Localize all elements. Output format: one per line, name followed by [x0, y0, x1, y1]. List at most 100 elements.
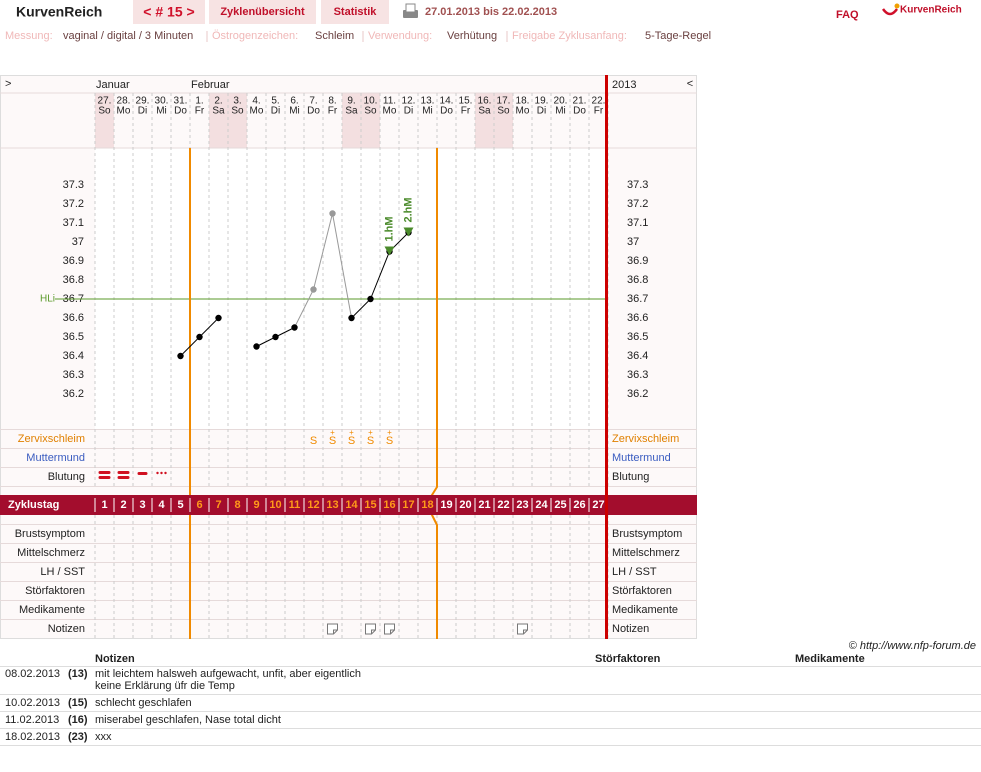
y-tick-label: 36.7 [627, 293, 648, 305]
row-label: Brustsymptom [15, 528, 85, 540]
cycle-day: 6 [196, 499, 202, 511]
brand-icon [881, 3, 900, 16]
date-label: 18. [516, 96, 530, 107]
y-tick-label: 36.6 [63, 312, 84, 324]
weekday-label: So [98, 106, 111, 117]
date-label: 20. [554, 96, 568, 107]
temperature-point [215, 314, 222, 322]
setting-label: Östrogenzeichen: [212, 30, 298, 42]
note-icon[interactable] [365, 623, 376, 635]
row-label: Notizen [612, 623, 649, 635]
y-tick-label: 37.3 [627, 179, 648, 191]
weekend-shade [361, 93, 380, 148]
weekday-label: Di [138, 106, 147, 117]
setting-label: Messung: [5, 30, 53, 42]
note-text: keine Erklärung üfr die Temp [95, 680, 235, 692]
y-tick-label: 36.9 [627, 255, 648, 267]
row-label: Mittelschmerz [17, 547, 85, 559]
cycle-day: 13 [326, 499, 338, 511]
tab [209, 0, 316, 24]
note-date: 10.02.2013 [5, 697, 60, 709]
temperature-segment [199, 317, 219, 338]
note-icon[interactable] [327, 623, 338, 635]
setting-value: 5-Tage-Regel [645, 30, 711, 42]
mucus-sign: S [310, 435, 317, 447]
temperature-segment [275, 327, 295, 338]
date-label: 2. [214, 96, 222, 107]
weekday-label: Mo [516, 106, 530, 117]
cycle-day: 26 [573, 499, 585, 511]
row-label: Zyklustag [8, 499, 59, 511]
temperature-point [196, 333, 203, 341]
row-label: Notizen [48, 623, 85, 635]
note-text: miserabel geschlafen, Nase total dicht [95, 714, 281, 726]
date-label: 31. [174, 96, 188, 107]
weekend-shade [95, 93, 114, 148]
printer-icon[interactable] [403, 3, 418, 18]
bleeding-stroke [98, 476, 111, 479]
y-tick-label: 37.1 [627, 217, 648, 229]
weekend-shade [342, 93, 361, 148]
y-tick-label: 37.2 [627, 198, 648, 210]
y-tick-label: 36.4 [63, 350, 84, 362]
note-cycle: (16) [68, 714, 88, 726]
note-icon[interactable] [517, 623, 528, 635]
annotation-label: 2.hM [402, 197, 414, 222]
weekday-label: Mi [555, 106, 566, 117]
cycle-day: 12 [307, 499, 319, 511]
row-label: Medikamente [19, 604, 85, 616]
weekday-label: Do [440, 106, 453, 117]
date-label: 13. [421, 96, 435, 107]
cycle-day: 24 [535, 499, 548, 511]
plot-bg [95, 148, 608, 430]
period: 27.01.2013 bis 22.02.2013 [425, 6, 557, 18]
faq[interactable]: FAQ [836, 9, 859, 21]
cycle-day: 7 [215, 499, 221, 511]
date-label: 4. [252, 96, 260, 107]
row-label: Muttermund [612, 452, 671, 464]
row-label: Zervixschleim [18, 433, 85, 445]
row-label: Muttermund [26, 452, 85, 464]
cycle-day: 11 [289, 499, 301, 511]
date-label: 17. [497, 96, 511, 107]
weekday-label: So [364, 106, 377, 117]
y-tick-label: 37.1 [63, 217, 84, 229]
brand: KurvenReich [900, 5, 962, 16]
bleeding-mark [117, 471, 130, 479]
temperature-point [367, 295, 374, 303]
nav-right[interactable]: < [687, 78, 693, 90]
temperature-point [272, 333, 279, 341]
row-label: Störfaktoren [25, 585, 85, 597]
weekday-label: Fr [461, 106, 471, 117]
setting-label: Verwendung: [368, 30, 432, 42]
date-label: 29. [136, 96, 150, 107]
brand-icon-shape [881, 8, 899, 16]
tab-label[interactable]: Statistik [334, 6, 378, 18]
bleeding-dot [156, 471, 159, 475]
mucus-sign: S+ [329, 428, 336, 447]
logo[interactable]: KurvenReich [16, 4, 102, 20]
brand-icon-dot [894, 3, 900, 9]
weekday-label: Mo [117, 106, 131, 117]
nav-left[interactable]: > [5, 78, 11, 90]
row-label: Mittelschmerz [612, 547, 680, 559]
weekend-shade [228, 93, 247, 148]
weekday-label: Di [537, 106, 546, 117]
temperature-point [329, 210, 336, 217]
row-label: Medikamente [612, 604, 678, 616]
bleeding-mark [98, 471, 111, 479]
note-icon[interactable] [384, 623, 395, 635]
date-label: 11. [383, 96, 396, 107]
bleeding-stroke [117, 471, 130, 474]
y-tick-label: 36.3 [63, 369, 84, 381]
note-cycle: (23) [68, 731, 88, 743]
temperature-point [291, 324, 298, 331]
setting-value: Schleim [315, 30, 354, 42]
cycle-row [0, 495, 697, 515]
tab-label[interactable]: Zyklenübersicht [220, 6, 305, 18]
weekday-label: Mo [383, 106, 397, 117]
cycle-nav[interactable]: < # 15 > [143, 4, 194, 20]
annotation-label: 1.hM [383, 216, 395, 241]
year: 2013 [612, 79, 636, 91]
